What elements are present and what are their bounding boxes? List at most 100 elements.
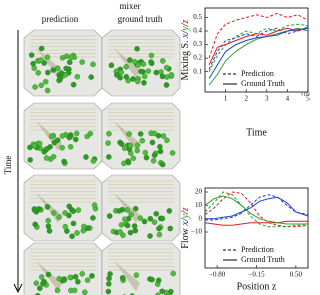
y-tick-label: −10 xyxy=(191,228,202,236)
y-tick-label: 0.5 xyxy=(193,13,202,21)
particle xyxy=(116,208,122,214)
y-label-part: z xyxy=(180,19,191,24)
particle xyxy=(145,68,152,74)
particle xyxy=(108,62,115,69)
particle xyxy=(66,212,72,219)
particle xyxy=(137,131,144,137)
y-label-part: / xyxy=(180,22,191,27)
particle xyxy=(83,154,89,160)
particle xyxy=(134,46,140,52)
particle xyxy=(27,144,33,151)
mixer-paddle xyxy=(114,121,140,151)
particle xyxy=(159,215,166,222)
particle xyxy=(38,45,45,52)
particle xyxy=(167,225,173,232)
particle xyxy=(45,217,51,224)
time-arrow-head xyxy=(13,283,23,294)
particle xyxy=(70,208,76,214)
mixer-render xyxy=(101,174,181,242)
particle xyxy=(106,275,112,282)
mixer-render xyxy=(101,102,181,170)
y-label-part: Flow xyxy=(180,226,191,249)
legend-label: Ground Truth xyxy=(241,255,285,264)
particle xyxy=(27,157,33,163)
mixer-paddle xyxy=(114,261,140,291)
mixer-render xyxy=(23,174,103,242)
x-tick-label: −0.15 xyxy=(248,271,265,279)
particle xyxy=(66,134,73,141)
y-tick-label: 0.1 xyxy=(193,67,202,75)
particle xyxy=(44,54,51,60)
particle xyxy=(74,73,81,80)
particle xyxy=(131,58,138,65)
particle xyxy=(157,143,163,150)
particle xyxy=(123,74,129,80)
legend-label: Ground Truth xyxy=(241,79,285,88)
particle xyxy=(32,84,38,90)
series-line xyxy=(205,194,309,221)
particle xyxy=(159,288,165,295)
particle xyxy=(90,215,96,221)
particle xyxy=(90,158,97,164)
x-tick-label: 1 xyxy=(224,95,228,103)
particle xyxy=(148,59,154,65)
particle xyxy=(137,215,144,221)
particle xyxy=(72,273,79,280)
particle xyxy=(153,211,160,217)
particle xyxy=(170,270,176,277)
particle xyxy=(28,52,35,58)
particle xyxy=(142,149,149,156)
y-label-part: / xyxy=(180,210,191,215)
particle xyxy=(156,231,163,238)
particle xyxy=(45,223,52,229)
particle xyxy=(131,223,138,229)
particle xyxy=(54,287,61,294)
particle xyxy=(72,136,79,143)
y-label-part: x xyxy=(180,221,191,227)
particle xyxy=(70,81,77,88)
particle xyxy=(61,276,67,282)
particle xyxy=(169,150,176,156)
particle xyxy=(140,61,147,67)
panel-title: mixer xyxy=(120,1,141,11)
particle xyxy=(75,279,81,285)
particle xyxy=(156,225,162,232)
particle xyxy=(70,220,77,227)
particle xyxy=(160,58,166,64)
particle xyxy=(68,54,74,60)
particle xyxy=(106,213,113,219)
particle xyxy=(50,67,56,73)
particle xyxy=(105,288,112,295)
particle xyxy=(30,60,36,67)
legend-label: Prediction xyxy=(241,245,274,254)
mixer-render xyxy=(101,242,181,295)
x-tick-label: 4 xyxy=(286,95,290,103)
series-line xyxy=(204,191,308,228)
series-line xyxy=(205,196,309,220)
particle xyxy=(54,137,61,143)
particle xyxy=(48,133,55,140)
particle xyxy=(117,229,123,235)
particle xyxy=(107,271,113,277)
particle xyxy=(166,208,173,214)
time-label: Time xyxy=(3,156,13,175)
particle xyxy=(56,275,62,282)
y-axis-label: Flow x/y/z xyxy=(180,207,191,249)
particle xyxy=(50,153,57,160)
plot-frame xyxy=(204,7,309,93)
particle xyxy=(59,55,66,61)
particle xyxy=(84,133,90,140)
particle xyxy=(135,62,141,68)
particle xyxy=(73,130,80,137)
y-tick-label: 10 xyxy=(195,201,203,209)
particle xyxy=(151,152,158,158)
particle xyxy=(106,154,112,160)
particle xyxy=(157,148,164,155)
x-axis-label: Position z xyxy=(237,281,277,292)
particle xyxy=(62,210,68,216)
particle xyxy=(44,204,51,210)
particle xyxy=(150,158,157,164)
x-tick-label: 0.50 xyxy=(290,271,303,279)
series-line xyxy=(208,26,309,66)
